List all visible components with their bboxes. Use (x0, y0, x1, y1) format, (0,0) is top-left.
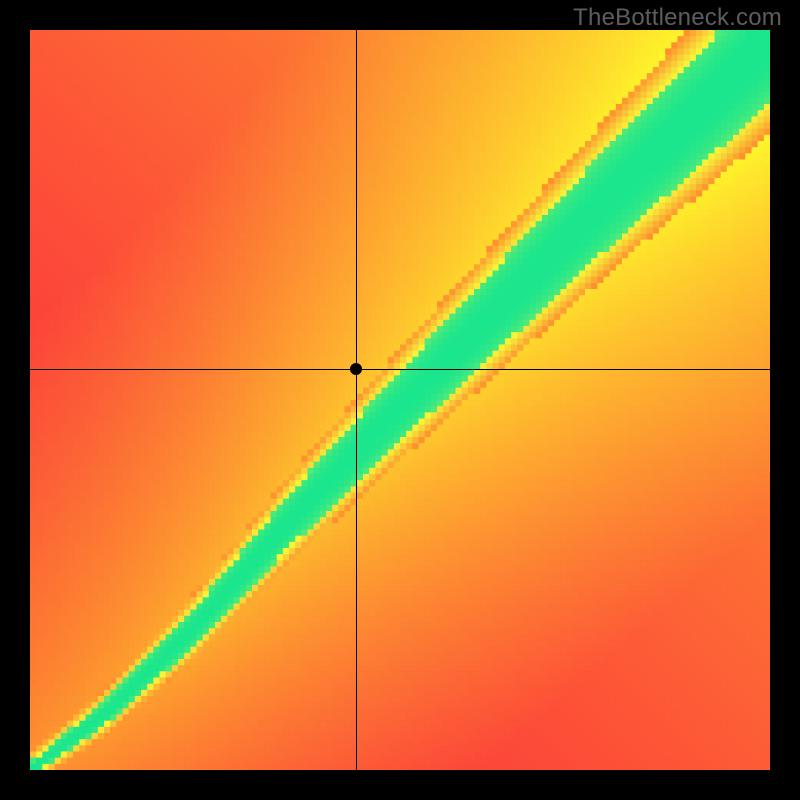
watermark-label: TheBottleneck.com (573, 4, 782, 32)
bottleneck-heatmap (30, 30, 770, 770)
crosshair-vertical (356, 30, 357, 770)
chart-container: TheBottleneck.com (0, 0, 800, 800)
crosshair-horizontal (30, 369, 770, 370)
crosshair-marker (350, 363, 362, 375)
